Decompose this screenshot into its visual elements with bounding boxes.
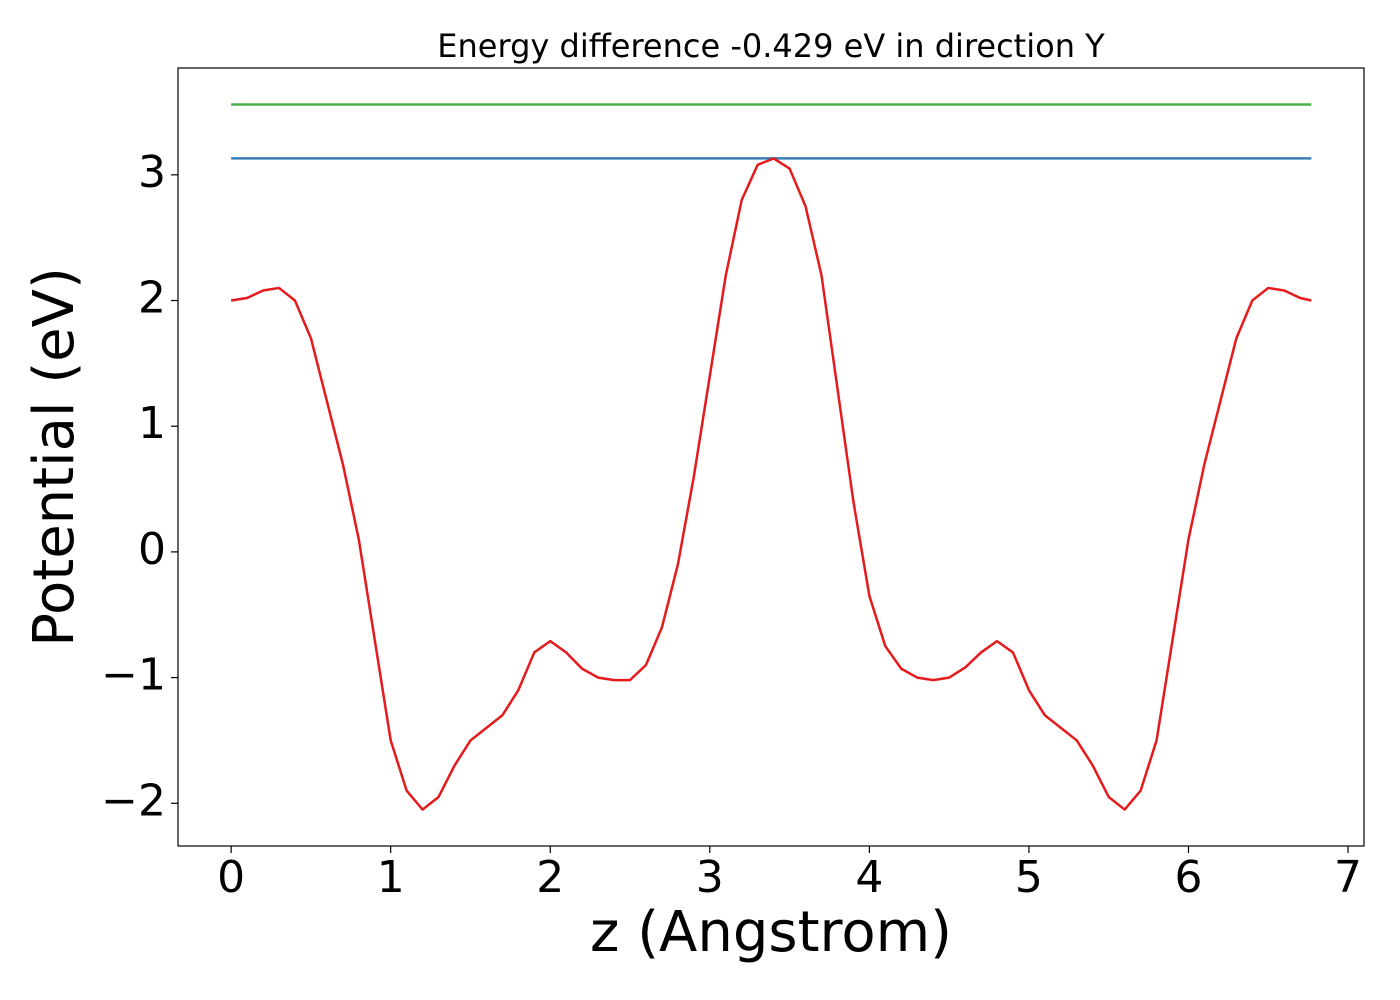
y-tick-label: −2 <box>101 775 166 826</box>
x-tick-label: 2 <box>536 852 564 903</box>
y-axis-label: Potential (eV) <box>22 267 87 647</box>
x-tick-label: 6 <box>1174 852 1202 903</box>
x-tick-label: 3 <box>696 852 724 903</box>
x-tick-label: 0 <box>217 852 245 903</box>
x-axis-label: z (Angstrom) <box>590 900 952 965</box>
x-tick-label: 1 <box>377 852 405 903</box>
x-tick-label: 7 <box>1334 852 1362 903</box>
y-tick-label: 2 <box>138 273 166 324</box>
y-tick-label: −1 <box>101 650 166 701</box>
x-tick-label: 4 <box>855 852 883 903</box>
chart-title: Energy difference -0.429 eV in direction… <box>437 27 1105 65</box>
y-tick-label: 0 <box>138 524 166 575</box>
plot-frame <box>177 67 1365 847</box>
y-tick-label: 3 <box>138 147 166 198</box>
x-tick-label: 5 <box>1015 852 1043 903</box>
y-tick-label: 1 <box>138 398 166 449</box>
data-line <box>230 157 1312 811</box>
